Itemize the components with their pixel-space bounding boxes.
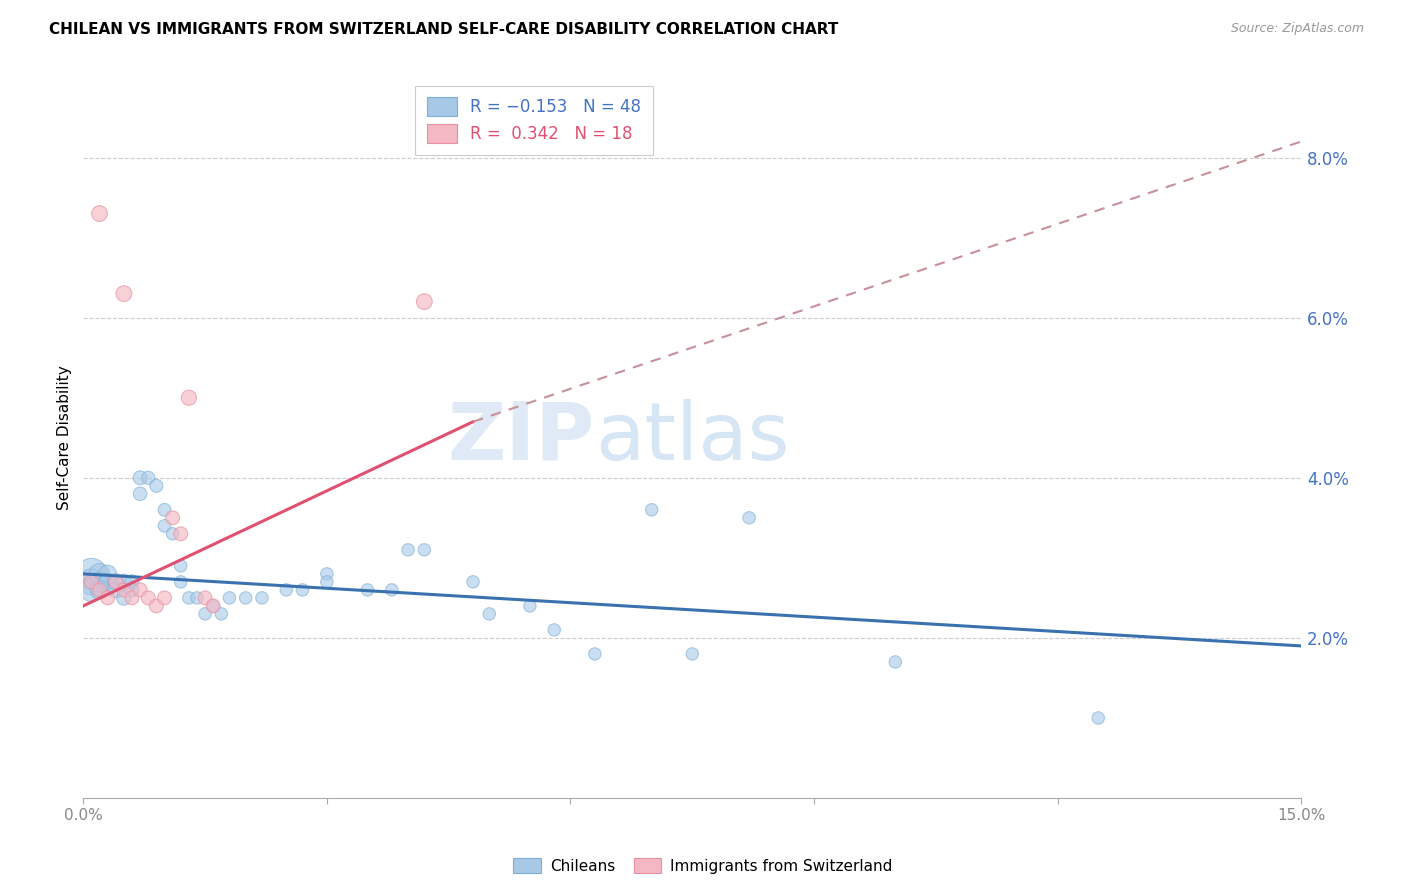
Point	[80, 574, 103, 589]
Point	[1087, 711, 1109, 725]
Point	[170, 526, 193, 541]
Point	[381, 582, 404, 597]
Point	[177, 591, 200, 605]
Point	[177, 391, 200, 405]
Point	[129, 471, 152, 485]
Point	[153, 518, 176, 533]
Point	[121, 582, 143, 597]
Point	[170, 558, 193, 573]
Point	[194, 607, 217, 621]
Point	[89, 566, 111, 581]
Point	[89, 206, 111, 220]
Point	[291, 582, 314, 597]
Point	[413, 294, 436, 309]
Point	[153, 591, 176, 605]
Point	[235, 591, 257, 605]
Point	[413, 542, 436, 557]
Point	[356, 582, 378, 597]
Text: Source: ZipAtlas.com: Source: ZipAtlas.com	[1230, 22, 1364, 36]
Point	[738, 511, 761, 525]
Point	[315, 574, 337, 589]
Point	[112, 582, 135, 597]
Point	[129, 582, 152, 597]
Legend: R = −0.153   N = 48, R =  0.342   N = 18: R = −0.153 N = 48, R = 0.342 N = 18	[415, 86, 652, 155]
Point	[112, 574, 135, 589]
Point	[80, 566, 103, 581]
Point	[681, 647, 703, 661]
Point	[396, 542, 419, 557]
Point	[89, 582, 111, 597]
Point	[162, 526, 184, 541]
Point	[218, 591, 240, 605]
Point	[153, 503, 176, 517]
Point	[162, 511, 184, 525]
Point	[884, 655, 907, 669]
Text: ZIP: ZIP	[447, 399, 595, 476]
Point	[89, 574, 111, 589]
Point	[112, 286, 135, 301]
Point	[121, 591, 143, 605]
Point	[202, 599, 225, 613]
Point	[250, 591, 273, 605]
Point	[104, 574, 127, 589]
Point	[80, 574, 103, 589]
Point	[583, 647, 606, 661]
Point	[104, 574, 127, 589]
Point	[478, 607, 501, 621]
Point	[89, 582, 111, 597]
Point	[104, 582, 127, 597]
Point	[640, 503, 662, 517]
Point	[543, 623, 565, 637]
Point	[80, 582, 103, 597]
Point	[97, 566, 120, 581]
Point	[186, 591, 208, 605]
Text: atlas: atlas	[595, 399, 789, 476]
Text: CHILEAN VS IMMIGRANTS FROM SWITZERLAND SELF-CARE DISABILITY CORRELATION CHART: CHILEAN VS IMMIGRANTS FROM SWITZERLAND S…	[49, 22, 838, 37]
Legend: Chileans, Immigrants from Switzerland: Chileans, Immigrants from Switzerland	[508, 852, 898, 880]
Point	[145, 599, 167, 613]
Point	[121, 574, 143, 589]
Point	[136, 471, 159, 485]
Y-axis label: Self-Care Disability: Self-Care Disability	[58, 366, 72, 510]
Point	[136, 591, 159, 605]
Point	[112, 591, 135, 605]
Point	[194, 591, 217, 605]
Point	[315, 566, 337, 581]
Point	[97, 574, 120, 589]
Point	[170, 574, 193, 589]
Point	[276, 582, 298, 597]
Point	[129, 487, 152, 501]
Point	[202, 599, 225, 613]
Point	[97, 591, 120, 605]
Point	[519, 599, 541, 613]
Point	[145, 479, 167, 493]
Point	[461, 574, 484, 589]
Point	[209, 607, 232, 621]
